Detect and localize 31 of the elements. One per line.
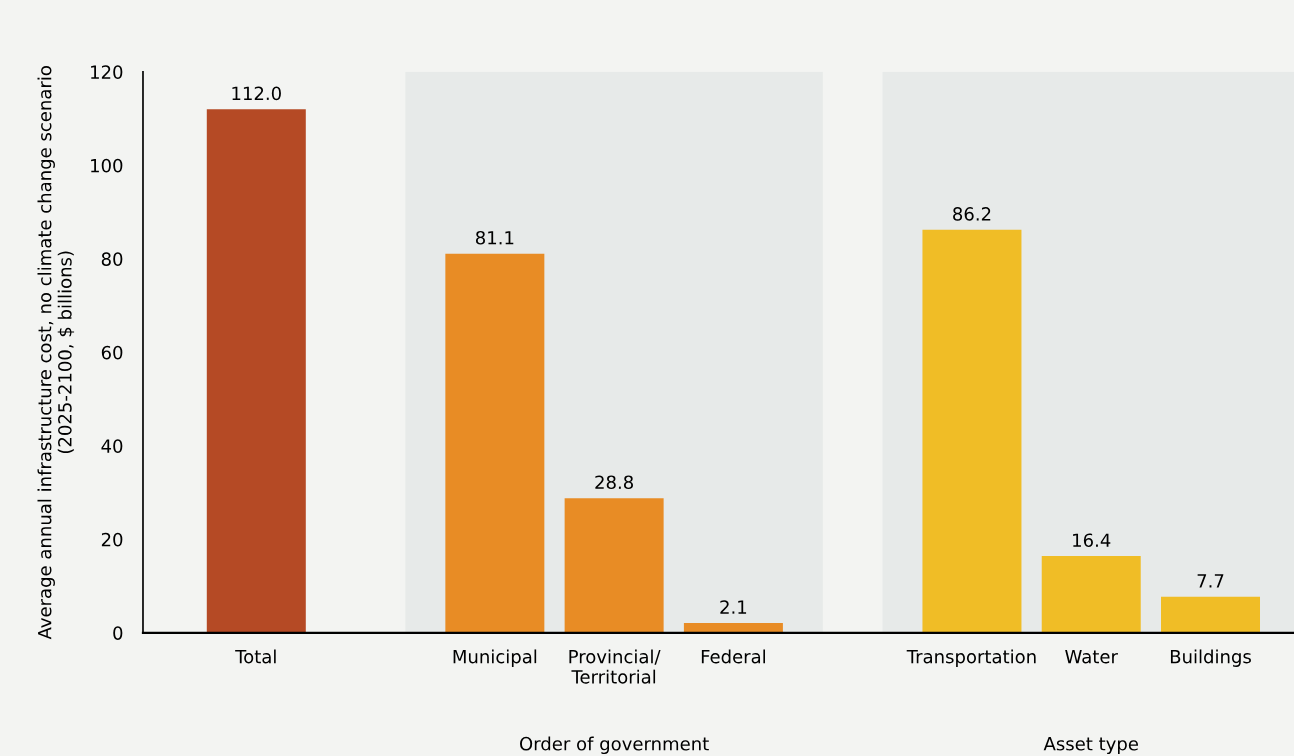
- x-tick-label: Total: [235, 649, 276, 664]
- x-tick-label: Federal: [701, 649, 765, 664]
- data-label: 86.2: [953, 207, 991, 221]
- data-label: 2.1: [720, 600, 747, 614]
- bar: [445, 253, 545, 633]
- y-tick-label: 60: [101, 345, 123, 360]
- text: Order of government: [520, 736, 709, 755]
- text: Asset type: [1043, 737, 1138, 755]
- x-tick-label: Municipal: [453, 649, 537, 667]
- data-label: 28.8: [595, 475, 633, 490]
- bar: [1161, 596, 1261, 633]
- data-label: 16.4: [1073, 533, 1111, 548]
- y-tick-label: 120: [91, 65, 123, 79]
- bar: [683, 622, 783, 633]
- data-label: 81.1: [475, 230, 514, 245]
- y-tick-label: 20: [101, 532, 123, 547]
- bar: [206, 109, 306, 633]
- bar: [1041, 556, 1141, 633]
- x-tick-label: Transportation: [906, 649, 1036, 667]
- x-tick-label: Buildings: [1170, 649, 1251, 667]
- x-tick-label: Water: [1065, 649, 1118, 664]
- y-axis-title: Average annual infrastructure cost, no climate change scenario (2025-2100, $ billions): [37, 66, 75, 640]
- y-tick-label: 100: [91, 158, 123, 173]
- data-label: 112.0: [232, 86, 281, 101]
- y-tick-label: 40: [101, 439, 123, 453]
- x-tick-label: Provincial/ Territorial: [569, 649, 661, 684]
- y-tick-label: 80: [101, 252, 123, 266]
- y-tick-label: 0: [113, 626, 123, 640]
- bar: [564, 498, 664, 633]
- data-label: 7.7: [1197, 574, 1224, 588]
- bar: [922, 229, 1022, 633]
